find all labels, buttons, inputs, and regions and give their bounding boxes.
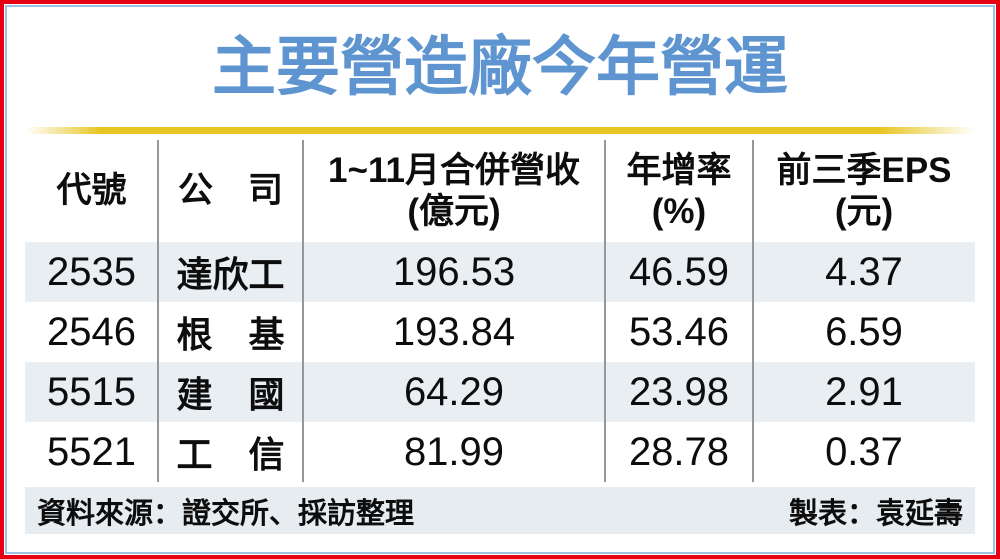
column-divider [604,140,606,482]
cell-yoy: 23.98 [605,362,753,422]
column-header-revenue-label: 1~11月合併營收 [328,150,580,190]
column-header-eps: 前三季EPS (元) [753,140,975,242]
column-divider [157,140,159,482]
column-header-code: 代號 [56,171,127,211]
cell-revenue: 64.29 [303,362,605,422]
column-header-company: 公 司 [177,171,283,211]
cell-code: 2535 [25,242,158,302]
cell-revenue: 196.53 [303,242,605,302]
cell-yoy: 53.46 [628,309,730,354]
cell-revenue: 81.99 [403,429,505,474]
cell-company: 建 國 [158,362,303,422]
footer-source: 資料來源：證交所、採訪整理 [37,497,415,530]
cell-code: 5515 [25,362,158,422]
column-header-revenue: 1~11月合併營收 (億元) [303,140,605,242]
cell-company: 達欣工 [158,242,303,302]
cell-eps: 2.91 [753,362,975,422]
column-header-yoy-label: 年增率 [626,150,732,190]
cell-eps: 0.37 [825,429,903,474]
cell-eps: 6.59 [825,309,903,354]
cell-revenue: 193.84 [392,309,516,354]
footer-bar: 資料來源：證交所、採訪整理 製表：袁延壽 [25,487,975,534]
column-header-eps-label: 前三季EPS [776,150,952,190]
page-title: 主要營造廠今年營運 [212,31,788,103]
column-header-yoy: 年增率 (%) [605,140,753,242]
cell-code: 2546 [47,309,136,354]
cell-eps: 4.37 [753,242,975,302]
cell-code: 5521 [47,429,136,474]
footer-credit: 製表：袁延壽 [788,497,963,530]
cell-company: 根 基 [176,314,285,355]
data-table: 代號 公 司 1~11月合併營收 (億元) 年增率 (%) 前三季EPS (元)… [25,140,975,482]
cell-yoy: 28.78 [628,429,730,474]
cell-company: 工 信 [176,434,285,475]
gold-divider-rule [25,127,975,134]
column-header-revenue-unit: (億元) [407,192,501,231]
column-divider [302,140,304,482]
column-header-yoy-unit: (%) [651,192,707,231]
column-divider [752,140,754,482]
column-header-eps-unit: (元) [834,192,894,231]
cell-yoy: 46.59 [605,242,753,302]
